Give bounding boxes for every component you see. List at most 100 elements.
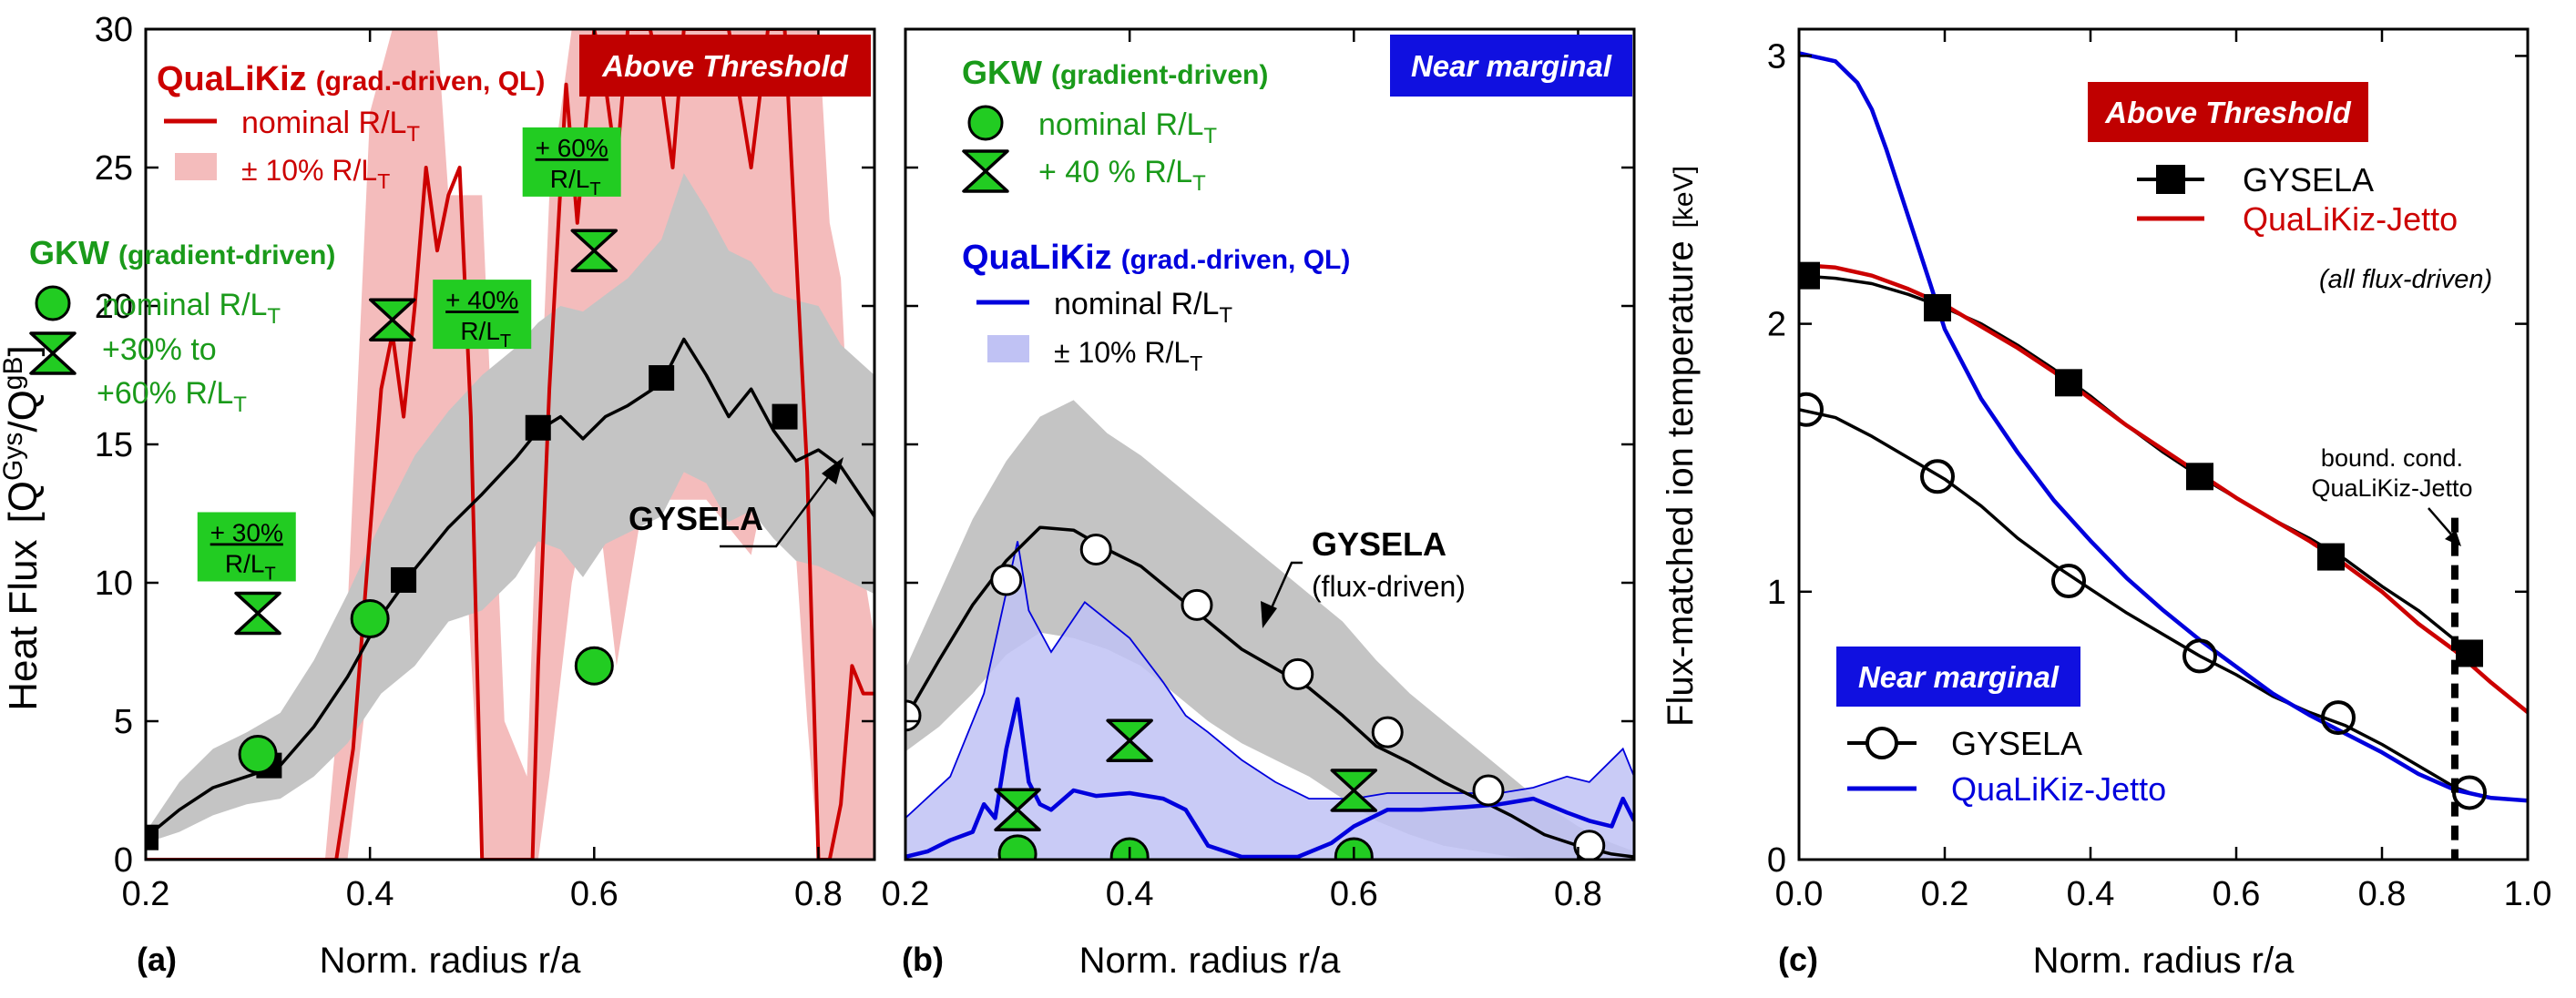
gkw-scan-tag-sub: T [264,564,275,584]
gysela-marker-b [990,564,1023,596]
gkw-scan-tag-box [197,512,296,582]
panel-b-badge-text: Near marginal [1411,49,1612,83]
gkw-scan-tag: + 40%R/LT [433,280,532,351]
gkw-scan-tag-pct: + 30% [210,518,283,546]
gysela-marker-a [146,824,158,850]
gkw-nominal-label: nominal R/L [102,288,267,322]
c-xtick-label: 0.8 [2358,875,2407,913]
svg-text:QuaLiKiz(grad.-driven, QL): QuaLiKiz (grad.-driven, QL) [157,60,545,98]
gkw-scan-swatch [29,331,77,375]
svg-text:+ 40 % R/LT: + 40 % R/LT [1038,155,1206,196]
panel-c-badge-above: Above Threshold [2088,82,2368,142]
c-legend-note: (all flux-driven) [2319,265,2492,294]
gkw-scan-marker-b [994,788,1041,832]
c-ytick-label: 3 [1767,37,1786,76]
panel-a-gysela-pointer [720,473,832,548]
gkw-scan-marker-a [570,229,618,272]
gysela-line-a [146,337,874,840]
c-gysela-near-marker [2051,564,2086,599]
panel-b-xlabel: Norm. radius r/a [1079,941,1341,981]
c-legend-qlk-label: QuaLiKiz-Jetto [2243,200,2458,238]
qlk-nominal-label: nominal R/L [241,106,406,140]
c-line-1 [1799,262,2528,714]
gkw-scan-marker-b [1330,769,1378,812]
b-gkw-legend-subtitle: (gradient-driven) [1051,60,1268,90]
panel-a-badge-text: Above Threshold [601,49,848,83]
panel-c-badge-above-text: Above Threshold [2104,96,2351,129]
panel-c-legend-above: GYSELA QuaLiKiz-Jetto (all flux-driven) [2137,161,2492,294]
a-ytick-label: 15 [95,426,133,464]
b-xtick-label: 0.4 [1106,875,1154,913]
c-legend-gysela-square [2156,165,2185,194]
panel-a-qlk-legend: QuaLiKiz (grad.-driven, QL) nominal R/LT … [157,60,545,193]
svg-text:± 10% R/LT: ± 10% R/LT [241,154,390,193]
b-qlk-band-swatch [987,335,1029,362]
gkw-scan-tag-pct: + 40% [445,286,518,314]
b-gkw-scan-swatch [962,149,1009,193]
b-qlk-band-label: ± 10% R/L [1054,336,1190,369]
b-gkw-nominal-sub: T [1203,124,1217,148]
gysela-marker-b [1079,534,1112,566]
b-gkw-legend-title: GKW [962,54,1042,91]
gysela-marker-b [1282,657,1314,690]
c-ytick-label: 0 [1767,841,1786,880]
c-legend-gysela-label: GYSELA [2243,161,2374,199]
b-gkw-scan-legend-marker [962,149,1009,193]
gkw-legend-title: GKW [29,234,109,271]
b-xtick-label: 0.8 [1554,875,1602,913]
a-ytick-label: 30 [95,11,133,49]
b-xtick-label: 0.6 [1330,875,1378,913]
qlk-band-label: ± 10% R/L [241,154,377,187]
qlk-band-b [905,541,1634,860]
c-legend-near-gysela-circle [1866,727,1898,759]
svg-text:nominal R/LT: nominal R/LT [1038,107,1217,148]
panel-b-label: (b) [902,941,944,978]
gysela-line-b [905,525,1634,859]
panel-c-ylabel: Flux-matched ion temperature[keV] [1661,166,1701,727]
panel-c-badge-near: Near marginal [1836,647,2080,707]
svg-text:+60% R/LT: +60% R/LT [97,376,247,417]
svg-text:nominal R/LT: nominal R/LT [102,288,281,329]
gysela-marker-a [391,566,417,593]
panel-b-gysela-annotation: GYSELA (flux-driven) [1261,525,1466,628]
panel-c-frame [1797,27,2530,861]
svg-text:nominal R/LT: nominal R/LT [1054,287,1232,328]
gkw-scan-marker-b [1106,718,1153,763]
gysela-marker-a [649,365,675,392]
c-gysela-above-marker [2317,543,2345,571]
panel-b-gkw-legend: GKW (gradient-driven) nominal R/LT + 40 %… [962,54,1268,196]
gysela-marker-a [772,403,798,430]
gysela-marker-b [1472,774,1505,807]
panel-a-gysela-annotation: GYSELA [629,457,843,548]
b-gkw-nominal-label: nominal R/L [1038,107,1203,142]
panel-a-ylabel: Heat Flux[QGys/QgB] [0,345,46,710]
panel-c-xlabel: Norm. radius r/a [2033,941,2295,981]
gkw-nominal-swatch [35,285,71,321]
panel-a: 0.2 0.4 0.6 0.8 0 5 10 15 20 25 30 Above Threshold… [0,11,876,981]
c-xtick-label: 1.0 [2504,875,2552,913]
gysela-marker-b [1371,716,1404,748]
qlk-nominal-line-a [146,29,874,860]
panel-a-label: (a) [137,941,177,978]
b-xtick-label: 0.2 [882,875,930,913]
qlk-legend-subtitle: (grad.-driven, QL) [316,66,546,97]
panel-c: 0.0 0.2 0.4 0.6 0.8 1.0 0 1 2 3 Above Threshold G… [1661,27,2552,981]
c-bc-pointer [2428,507,2453,536]
c-xtick-label: 0.0 [1775,875,1824,913]
qlk-nominal-sub: T [406,122,420,147]
gkw-scan-line2: +60% R/L [97,376,233,411]
c-gysela-above-marker [2186,463,2213,491]
panel-a-xlabel: Norm. radius r/a [320,941,581,981]
panel-c-badge-near-text: Near marginal [1858,660,2060,694]
a-xtick-label: 0.4 [346,875,394,913]
gkw-scan-legend-marker [29,331,77,375]
c-gysela-near-marker [1920,459,1955,494]
a-xtick-label: 0.6 [570,875,618,913]
panel-c-bc-annotation: bound. cond. QuaLiKiz-Jetto [2311,444,2473,860]
gkw-scan-line1: +30% to [102,332,217,367]
gysela-marker-b [1181,588,1213,621]
b-qlk-legend-title: QuaLiKiz [962,239,1112,277]
qlk-band-sub: T [377,169,390,193]
qlk-nominal-line-b [905,697,1634,860]
